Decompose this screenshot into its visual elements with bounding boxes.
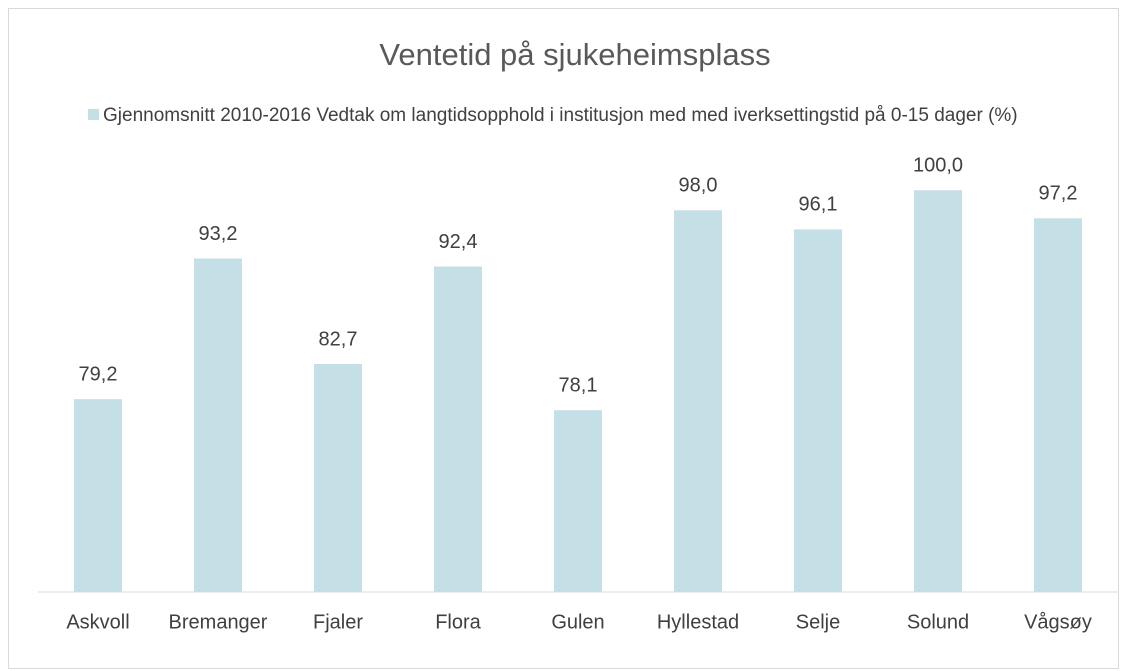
x-tick-label: Solund — [907, 611, 969, 633]
x-tick-label: Hyllestad — [657, 611, 739, 633]
data-label: 100,0 — [913, 155, 963, 177]
data-label: 92,4 — [439, 231, 478, 253]
bar — [1034, 218, 1082, 592]
bar — [914, 190, 962, 592]
x-tick-label: Vågsøy — [1024, 611, 1092, 633]
chart-title: Ventetid på sjukeheimsplass — [379, 37, 770, 72]
x-tick-label: Selje — [796, 611, 840, 633]
data-label: 79,2 — [79, 363, 118, 385]
data-label: 97,2 — [1039, 183, 1078, 205]
bar — [74, 399, 122, 592]
data-label: 78,1 — [559, 374, 598, 396]
x-tick-label: Askvoll — [66, 611, 129, 633]
bar — [434, 266, 482, 592]
x-tick-label: Bremanger — [169, 611, 268, 633]
bar — [794, 229, 842, 592]
bar — [194, 258, 242, 592]
bar — [554, 410, 602, 592]
data-label: 93,2 — [199, 223, 238, 245]
data-label: 82,7 — [319, 328, 358, 350]
data-label: 98,0 — [679, 175, 718, 197]
bar — [674, 210, 722, 593]
legend-label: Gjennomsnitt 2010-2016 Vedtak om langtid… — [103, 105, 1018, 126]
x-tick-label: Fjaler — [313, 611, 363, 633]
data-label: 96,1 — [799, 194, 838, 216]
legend: Gjennomsnitt 2010-2016 Vedtak om langtid… — [88, 104, 1098, 127]
x-tick-label: Flora — [435, 611, 481, 633]
x-tick-label: Gulen — [551, 611, 604, 633]
legend-swatch — [88, 109, 99, 120]
bar — [314, 363, 362, 592]
